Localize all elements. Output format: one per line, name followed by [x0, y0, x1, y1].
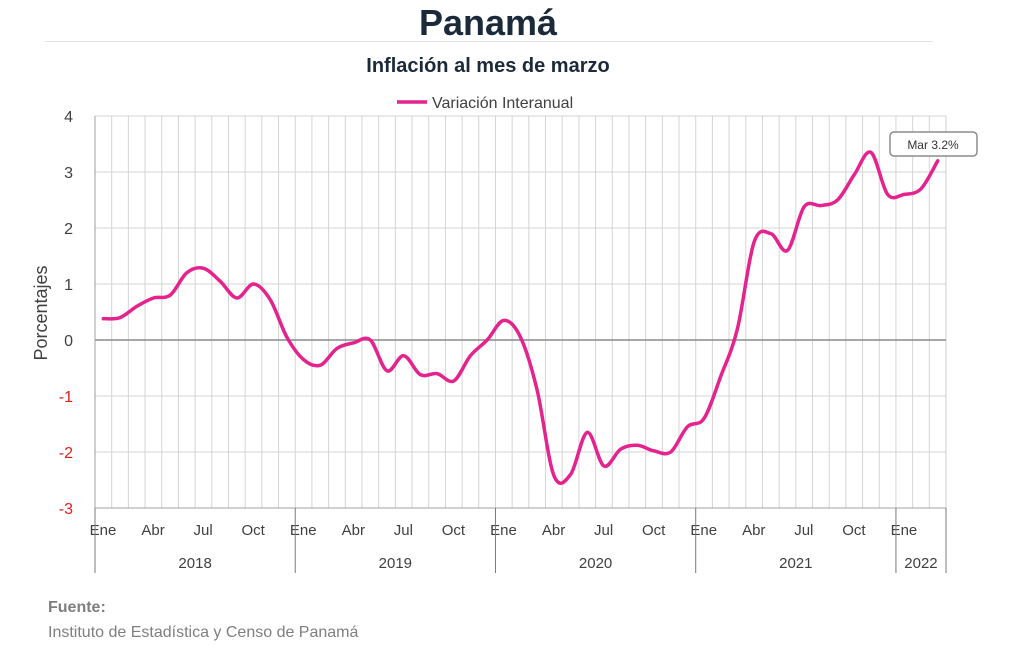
chart-legend: Variación Interanual	[397, 95, 573, 112]
y-tick-label: -3	[59, 501, 73, 518]
plot-frame	[94, 115, 947, 509]
y-tick-label: -2	[59, 445, 73, 462]
x-month-label: Ene	[90, 522, 117, 539]
title-divider	[45, 41, 933, 42]
x-month-label: Ene	[490, 522, 517, 539]
page-title: Panamá	[418, 2, 558, 43]
source-text: Instituto de Estadística y Censo de Pana…	[48, 624, 359, 641]
y-tick-label: 4	[64, 109, 73, 126]
series-line-variacion-interanual	[101, 150, 940, 485]
x-month-label: Abr	[342, 522, 365, 539]
x-month-label: Ene	[690, 522, 717, 539]
x-year-label: 2022	[904, 555, 937, 572]
y-tick-label: -1	[59, 389, 73, 406]
x-month-label: Abr	[141, 522, 164, 539]
y-tick-label: 3	[64, 165, 73, 182]
x-year-label: 2021	[779, 555, 812, 572]
y-tick-label: 0	[64, 333, 73, 350]
x-month-label: Abr	[742, 522, 765, 539]
x-month-label: Ene	[290, 522, 317, 539]
x-month-label: Oct	[442, 522, 466, 539]
x-month-label: Jul	[394, 522, 413, 539]
x-year-label: 2019	[379, 555, 412, 572]
source-label: Fuente:	[48, 599, 106, 616]
y-tick-label: 1	[64, 277, 73, 294]
x-month-label: Oct	[242, 522, 266, 539]
x-year-label: 2018	[178, 555, 211, 572]
x-month-label: Jul	[794, 522, 813, 539]
chart-subtitle: Inflación al mes de marzo	[366, 55, 610, 77]
x-month-label: Ene	[891, 522, 918, 539]
y-tick-labels: 4 3 2 1 0 -1 -2 -3	[59, 109, 73, 518]
x-axis-labels: Ene Abr Jul Oct Ene Abr Jul Oct Ene Abr Jul Oct Ene A…	[90, 508, 947, 573]
x-month-label: Jul	[594, 522, 613, 539]
x-month-label: Oct	[842, 522, 866, 539]
last-value-callout: Mar 3.2%	[889, 131, 978, 157]
callout-box	[889, 131, 978, 157]
y-axis-label: Porcentajes	[31, 265, 51, 360]
x-month-label: Oct	[642, 522, 666, 539]
y-tick-label: 2	[64, 221, 73, 238]
callout-label: Mar 3.2%	[907, 138, 959, 152]
chart-axes	[94, 116, 946, 509]
x-month-label: Jul	[194, 522, 213, 539]
x-month-label: Abr	[542, 522, 565, 539]
chart-grid	[94, 115, 947, 509]
x-year-label: 2020	[579, 555, 612, 572]
legend-label: Variación Interanual	[432, 95, 573, 112]
